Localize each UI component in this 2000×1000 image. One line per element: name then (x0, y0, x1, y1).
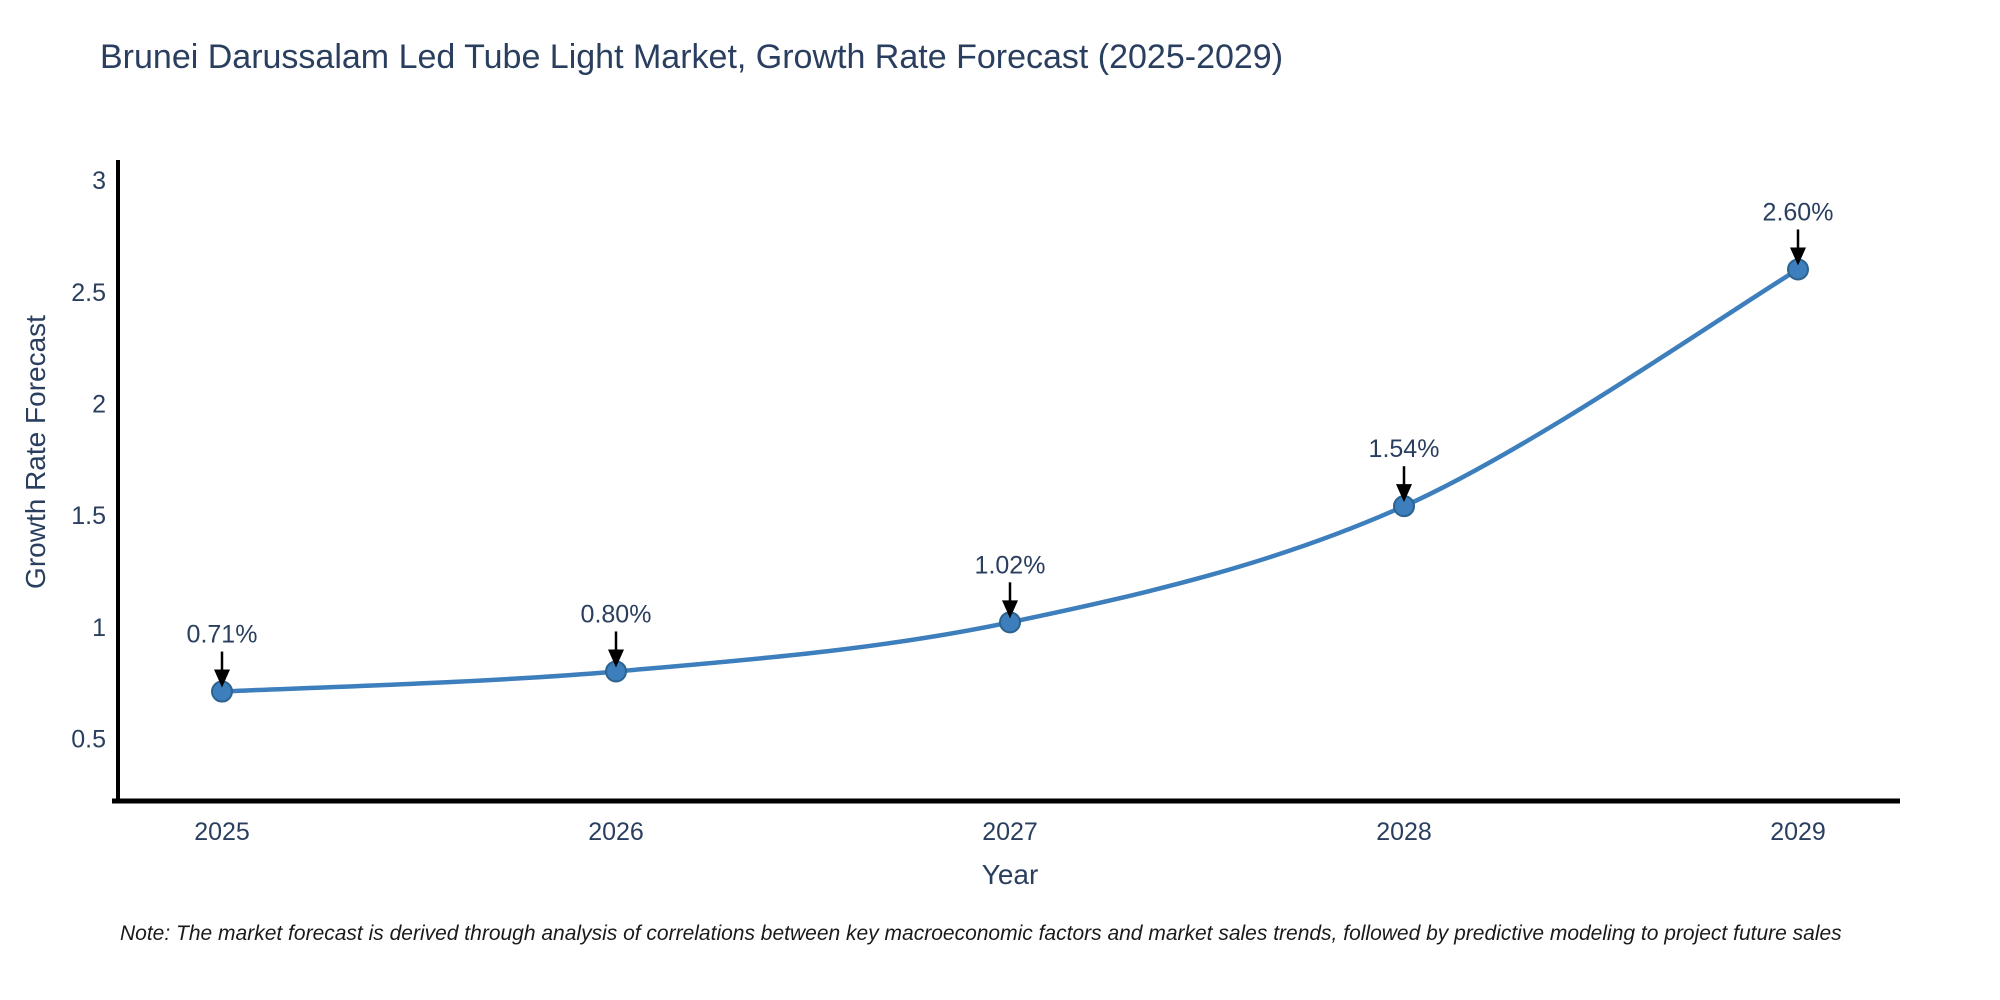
data-label: 1.54% (1369, 435, 1440, 463)
data-label: 0.80% (581, 600, 652, 628)
footnote: Note: The market forecast is derived thr… (120, 922, 1842, 945)
x-tick-label: 2028 (1376, 818, 1432, 846)
x-tick-label: 2025 (194, 818, 250, 846)
annotation-arrowhead-icon (1396, 484, 1412, 503)
annotation-arrowhead-icon (608, 649, 624, 668)
data-label: 0.71% (187, 621, 258, 649)
x-tick-label: 2026 (588, 818, 644, 846)
x-tick-label: 2029 (1770, 818, 1826, 846)
y-tick-label: 1.5 (71, 502, 106, 530)
y-tick-label: 1 (92, 614, 106, 642)
x-axis-title: Year (981, 859, 1039, 890)
axes: 0.5 1 1.5 2 2.5 3 2025 2026 2027 2028 2029 (71, 160, 1900, 846)
data-label: 2.60% (1763, 198, 1834, 226)
data-label: 1.02% (975, 551, 1046, 579)
y-tick-label: 2.5 (71, 279, 106, 307)
annotation-arrowhead-icon (214, 669, 230, 688)
y-tick-label: 2 (92, 390, 106, 418)
series-growth-rate (211, 258, 1809, 703)
chart-title: Brunei Darussalam Led Tube Light Market,… (100, 38, 1284, 76)
annotation-arrowhead-icon (1002, 600, 1018, 619)
y-tick-label: 0.5 (71, 725, 106, 753)
annotations: 0.71% 0.80% 1.02% 1.54% 2.60% (187, 198, 1834, 688)
x-tick-label: 2027 (982, 818, 1038, 846)
annotation-arrowhead-icon (1790, 247, 1806, 266)
y-tick-label: 3 (92, 167, 106, 195)
